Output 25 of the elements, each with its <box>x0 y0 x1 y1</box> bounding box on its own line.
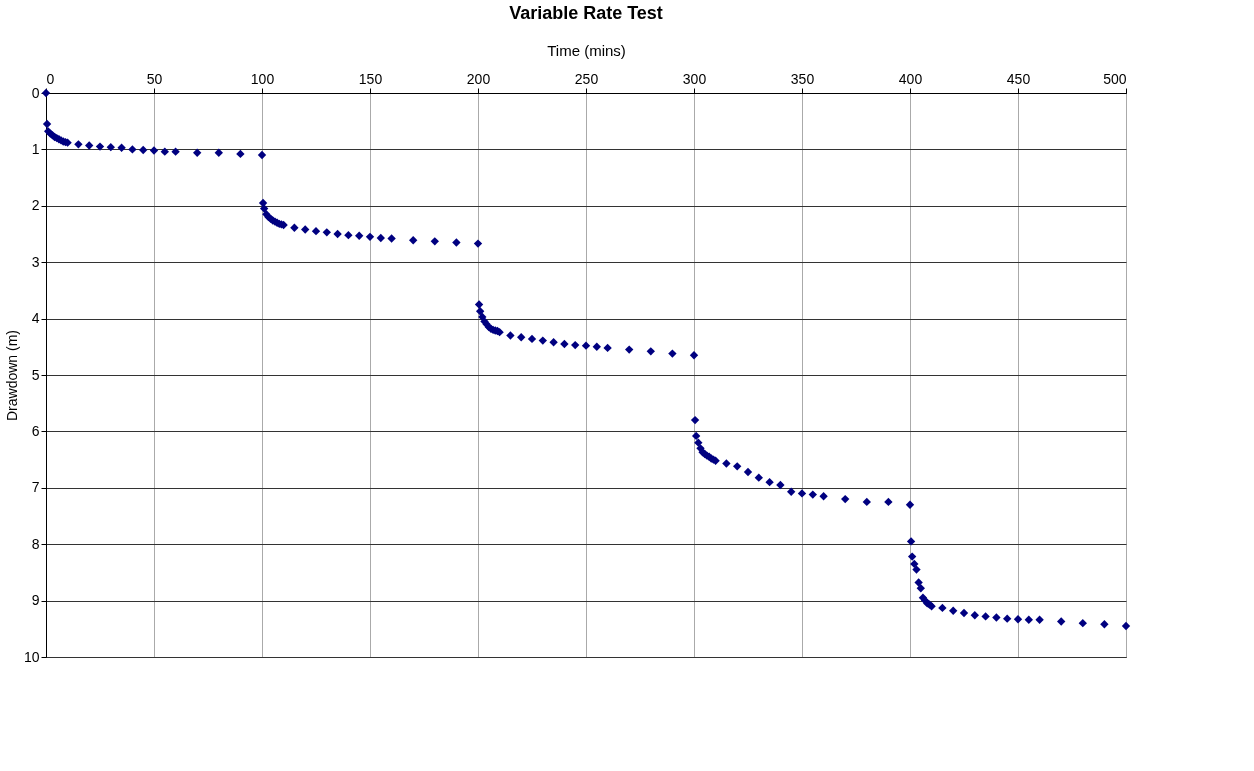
x-tick-label: 0 <box>46 70 55 87</box>
y-tick-label: 3 <box>31 253 40 270</box>
y-tick-label: 9 <box>31 592 40 609</box>
chart-title: Variable Rate Test <box>509 3 663 23</box>
x-tick-label: 150 <box>358 70 383 87</box>
x-tick-label: 100 <box>250 70 275 87</box>
x-tick-label: 250 <box>574 70 599 87</box>
x-tick-label: 400 <box>898 70 923 87</box>
y-axis-title: Drawdown (m) <box>3 329 20 422</box>
y-tick-label: 2 <box>31 197 40 214</box>
y-tick-label: 4 <box>31 310 40 327</box>
y-tick-label: 6 <box>31 422 40 439</box>
x-tick-label: 500 <box>1103 70 1127 87</box>
y-tick-label: 1 <box>31 140 40 157</box>
x-tick-label: 300 <box>682 70 707 87</box>
x-tick-label: 350 <box>790 70 815 87</box>
y-tick-label: 5 <box>31 366 40 383</box>
x-tick-label: 50 <box>146 70 163 87</box>
x-tick-label: 200 <box>466 70 491 87</box>
y-tick-label: 7 <box>31 479 40 496</box>
y-tick-label: 8 <box>31 535 40 552</box>
y-tick-label: 10 <box>23 648 40 665</box>
x-axis-title: Time (mins) <box>547 41 626 59</box>
y-tick-label: 0 <box>31 84 40 101</box>
x-tick-label: 450 <box>1006 70 1031 87</box>
